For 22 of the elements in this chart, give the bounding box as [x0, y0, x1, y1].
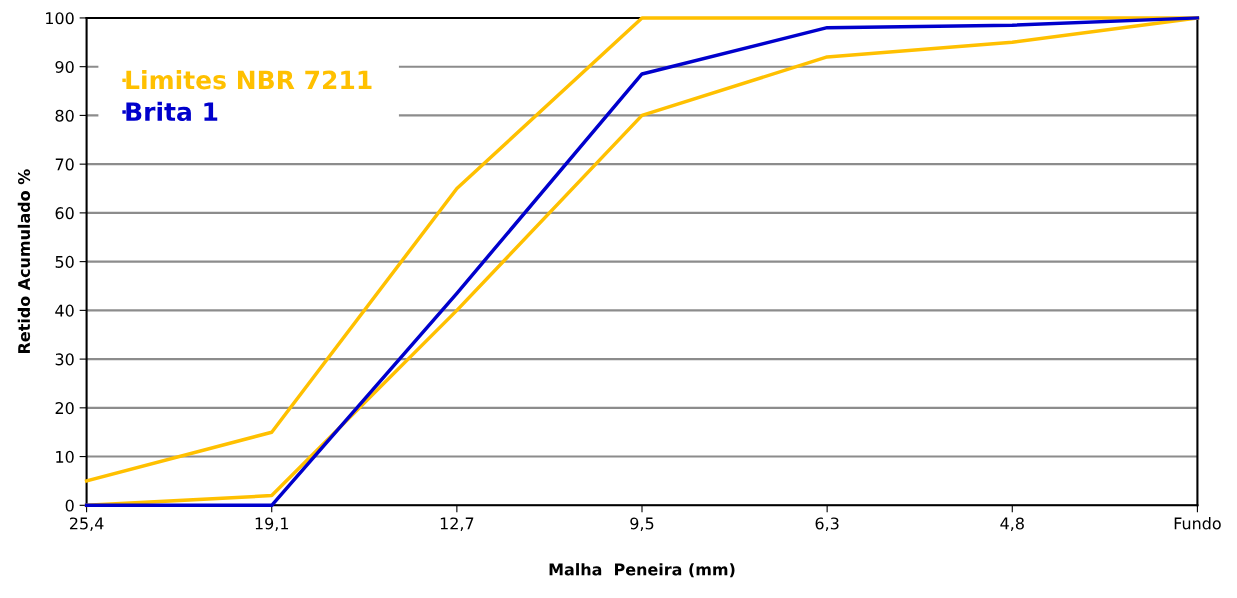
y-tick-label: 40: [55, 304, 74, 317]
y-tick-label: 10: [56, 450, 74, 463]
y-tick-label: 30: [55, 353, 74, 366]
x-axis-title: Malha Peneira (mm): [549, 563, 735, 578]
x-tick-label: 4,8: [1000, 517, 1024, 532]
y-tick-label: 20: [55, 402, 74, 415]
y-tick-label: 0: [65, 499, 74, 512]
y-axis-title: Retido Acumulado %: [17, 169, 31, 353]
x-tick-label: Fundo: [1174, 517, 1221, 530]
x-tick-label: 19,1: [255, 517, 289, 532]
legend-label: Brita 1: [126, 101, 218, 122]
x-tick-label: 9,5: [630, 517, 654, 532]
y-tick-label: 60: [55, 207, 74, 220]
y-tick-label: 80: [55, 109, 74, 122]
x-tick-label: 12,7: [440, 517, 474, 532]
y-tick-label: 90: [55, 60, 74, 73]
y-tick-label: 70: [55, 158, 74, 171]
x-tick-label: 6,3: [815, 517, 839, 532]
y-tick-label: 50: [55, 255, 74, 268]
legend-label: Limites NBR 7211: [126, 70, 372, 90]
y-tick-label: 100: [46, 12, 74, 25]
x-tick-label: 25,4: [69, 517, 104, 532]
